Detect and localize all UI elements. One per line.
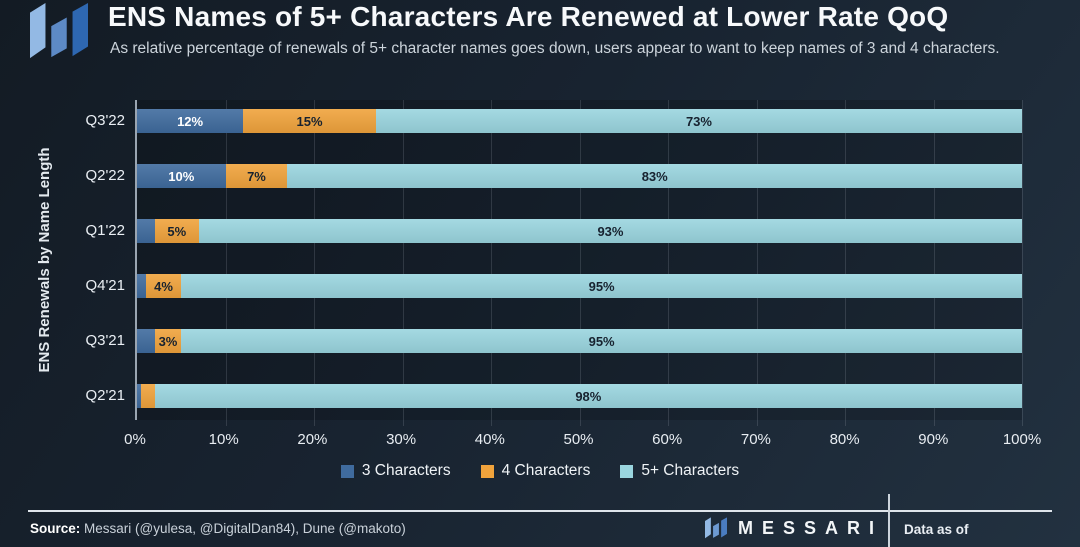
bar-segment bbox=[141, 384, 155, 408]
x-tick-label: 60% bbox=[652, 431, 683, 448]
category-label: Q3'22 bbox=[85, 112, 125, 129]
x-tick-label: 100% bbox=[1002, 431, 1042, 448]
bar-segment: 7% bbox=[225, 164, 288, 188]
bar-value-label: 5% bbox=[167, 223, 187, 239]
bar-segment bbox=[137, 274, 146, 298]
bar-row: 4% 95% bbox=[137, 274, 1022, 298]
bar-value-label: 95% bbox=[588, 333, 615, 349]
category-label: Q3'21 bbox=[85, 332, 125, 349]
gridline bbox=[668, 100, 669, 426]
x-tick-label: 50% bbox=[563, 431, 594, 448]
plot-area: 12% 15% 73% 10% 7% 83% 5% 93% 4% 95% 3% 95% 98% bbox=[135, 100, 1023, 426]
bar-segment: 10% bbox=[137, 164, 226, 188]
chart-subtitle: As relative percentage of renewals of 5+… bbox=[110, 40, 1000, 57]
legend-label: 5+ Characters bbox=[641, 462, 740, 479]
gridline bbox=[225, 100, 227, 426]
chart-title: ENS Names of 5+ Characters Are Renewed a… bbox=[108, 1, 949, 32]
category-label: Q2'22 bbox=[85, 167, 125, 184]
x-tick-label: 80% bbox=[829, 431, 860, 448]
bar-segment bbox=[137, 219, 155, 243]
x-tick-label: 0% bbox=[124, 431, 146, 448]
bar-segment: 3% bbox=[154, 329, 182, 353]
category-axis-labels: Q3'22 Q2'22 Q1'22 Q4'21 Q3'21 Q2'21 bbox=[0, 100, 125, 420]
gridline bbox=[845, 100, 846, 426]
messari-brand-footer: MESSARI bbox=[704, 517, 883, 539]
category-label: Q4'21 bbox=[85, 277, 125, 294]
bar-value-label: 4% bbox=[154, 278, 173, 294]
footer-vertical-divider bbox=[888, 494, 890, 547]
legend-swatch bbox=[480, 464, 494, 478]
data-as-of-label: Data as of bbox=[904, 522, 969, 537]
legend-label: 4 Characters bbox=[501, 462, 591, 479]
bar-value-label: 93% bbox=[597, 223, 624, 239]
footer-divider-line bbox=[28, 510, 1052, 512]
bar-value-label: 7% bbox=[247, 168, 266, 184]
bar-segment bbox=[137, 384, 142, 408]
gridline bbox=[579, 100, 581, 426]
bar-row: 98% bbox=[137, 384, 1022, 408]
bar-segment: 5% bbox=[154, 219, 199, 243]
gridline bbox=[1022, 100, 1023, 426]
x-axis-tick-labels: 0% 10% 20% 30% 40% 50% 60% 70% 80% 90% 100% bbox=[124, 431, 1041, 451]
category-label: Q1'22 bbox=[85, 222, 125, 239]
x-tick-label: 10% bbox=[208, 431, 239, 448]
bar-segment: 95% bbox=[181, 329, 1022, 353]
x-tick-label: 90% bbox=[918, 431, 949, 448]
gridline bbox=[933, 100, 935, 426]
bar-segment: 4% bbox=[145, 274, 182, 298]
bar-segment: 95% bbox=[181, 274, 1022, 298]
gridline bbox=[402, 100, 404, 426]
legend-item: 4 Characters bbox=[480, 462, 591, 480]
source-credit: Source: Messari (@yulesa, @DigitalDan84)… bbox=[30, 521, 406, 536]
gridline bbox=[314, 100, 315, 426]
bar-segment: 98% bbox=[154, 384, 1022, 408]
bar-value-label: 10% bbox=[168, 168, 195, 184]
x-tick-label: 20% bbox=[297, 431, 328, 448]
bar-value-label: 83% bbox=[641, 168, 668, 184]
legend-swatch bbox=[620, 464, 634, 478]
bar-segment: 15% bbox=[243, 109, 376, 133]
bar-value-label: 95% bbox=[588, 278, 615, 294]
bar-row: 10% 7% 83% bbox=[137, 164, 1022, 188]
bar-segment bbox=[137, 329, 155, 353]
bar-value-label: 73% bbox=[685, 113, 712, 129]
legend-swatch bbox=[340, 464, 354, 478]
bar-segment: 12% bbox=[137, 109, 244, 133]
legend-item: 3 Characters bbox=[340, 462, 451, 480]
x-tick-label: 40% bbox=[474, 431, 505, 448]
bar-row: 5% 93% bbox=[137, 219, 1022, 243]
bar-segment: 83% bbox=[287, 164, 1022, 188]
messari-wordmark: MESSARI bbox=[738, 517, 884, 538]
bar-value-label: 3% bbox=[158, 333, 178, 349]
legend-label: 3 Characters bbox=[361, 462, 451, 479]
gridline bbox=[756, 100, 758, 426]
bar-row: 3% 95% bbox=[137, 329, 1022, 353]
bar-value-label: 15% bbox=[296, 113, 323, 129]
chart-legend: 3 Characters 4 Characters 5+ Characters bbox=[0, 462, 1080, 480]
bar-segment: 73% bbox=[375, 109, 1022, 133]
gridline bbox=[491, 100, 492, 426]
bar-value-label: 12% bbox=[177, 113, 204, 129]
bar-value-label: 98% bbox=[575, 388, 602, 404]
x-tick-label: 70% bbox=[740, 431, 771, 448]
x-tick-label: 30% bbox=[386, 431, 417, 448]
source-text: Messari (@yulesa, @DigitalDan84), Dune (… bbox=[80, 521, 406, 536]
messari-logo-icon bbox=[30, 2, 88, 59]
bar-row: 12% 15% 73% bbox=[137, 109, 1022, 133]
legend-item: 5+ Characters bbox=[620, 462, 739, 480]
category-label: Q2'21 bbox=[85, 387, 125, 404]
bar-segment: 93% bbox=[198, 219, 1022, 243]
messari-logo-small-icon bbox=[705, 517, 727, 539]
source-label: Source: bbox=[30, 521, 81, 536]
